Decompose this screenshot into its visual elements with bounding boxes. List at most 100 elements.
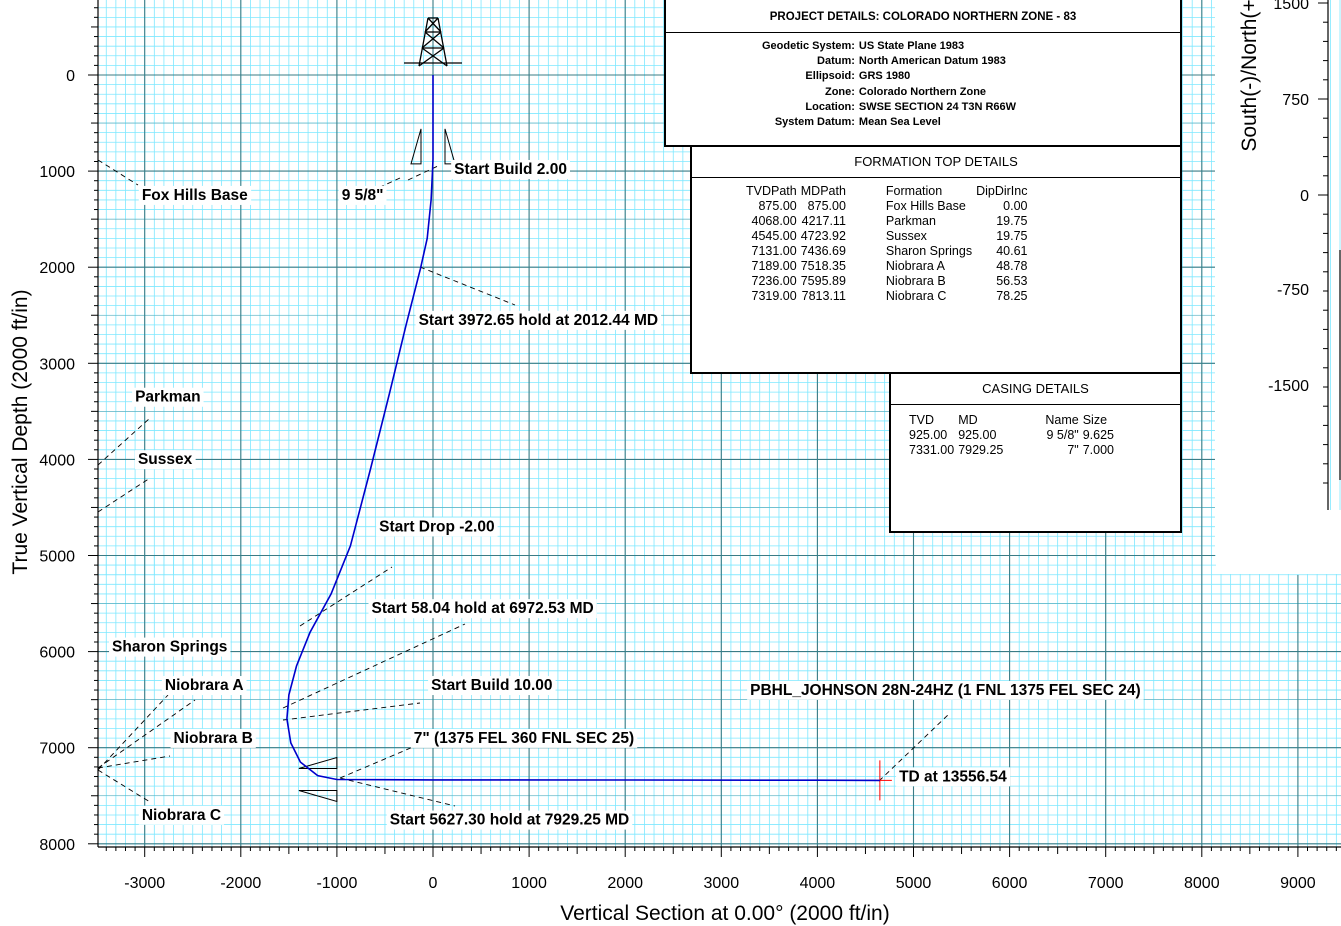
table-row: 7131.00 7436.69 Sharon Springs 40.61 <box>742 244 1028 259</box>
project-detail-row: Geodetic System: US State Plane 1983 <box>762 39 1016 54</box>
annotation-label: 9 5/8" <box>342 187 384 204</box>
table-header-cell: Name <box>1045 413 1079 427</box>
leader-line <box>878 712 951 782</box>
table-row: 7319.00 7813.11 Niobrara C 78.25 <box>742 289 1028 304</box>
leader-line <box>97 699 196 769</box>
annotation-label-bg <box>410 728 638 748</box>
formation-top-details-title: FORMATION TOP DETAILS <box>692 147 1180 178</box>
annotation-label: Niobrara A <box>165 677 244 694</box>
leader-line <box>339 743 421 779</box>
annotations: Start Build 2.00 9 5/8" Fox Hills Base Star… <box>109 159 1144 830</box>
table-row: 7331.00 7929.25 7" 7.000 <box>905 443 1114 458</box>
table-cell: Sharon Springs <box>885 244 973 258</box>
annotation-label: Fox Hills Base <box>142 187 248 204</box>
project-detail-label: Zone: <box>824 85 855 98</box>
annotation-label-bg <box>368 599 597 619</box>
annotation-label: Niobrara B <box>174 730 253 747</box>
leader-line <box>282 702 421 721</box>
leader-line <box>419 266 516 306</box>
y-tick-label: 2000 <box>39 260 75 277</box>
x-tick-label: 9000 <box>1280 875 1316 892</box>
annotation-label: Niobrara C <box>142 807 221 824</box>
project-detail-value: SWSE SECTION 24 T3N R66W <box>858 100 1017 113</box>
project-detail-value: Colorado Northern Zone <box>858 85 987 98</box>
annotation-label-bg <box>138 805 225 825</box>
project-detail-value: US State Plane 1983 <box>858 40 965 52</box>
x-tick-label: -3000 <box>124 875 165 892</box>
casing-shoe-icon <box>298 790 338 803</box>
table-cell: 7.000 <box>1082 443 1114 457</box>
y-tick-label: 8000 <box>39 837 75 854</box>
table-header-cell: TVDPath <box>746 184 797 198</box>
x-tick-label: 3000 <box>704 875 740 892</box>
table-header-cell: Formation <box>885 184 943 198</box>
project-detail-value: North American Datum 1983 <box>858 55 1006 68</box>
table-cell: 0.00 <box>1003 199 1028 213</box>
annotation-leaders <box>97 159 951 807</box>
inset-y-tick-label: 750 <box>1282 92 1309 109</box>
project-detail-label: System Datum: <box>774 116 855 129</box>
table-cell: 875.00 <box>758 199 797 213</box>
leader-line <box>299 566 393 627</box>
well-path <box>286 75 880 782</box>
annotation-label-bg <box>170 728 256 748</box>
table-cell: 7813.11 <box>801 289 846 303</box>
y-axis-label: True Vertical Depth (2000 ft/in) <box>9 289 32 574</box>
table-cell: 78.25 <box>996 289 1028 303</box>
table-cell: Sussex <box>885 229 927 243</box>
annotation-label: Parkman <box>135 389 200 406</box>
table-cell: 19.75 <box>996 229 1028 243</box>
rig-derrick-icon <box>404 17 462 67</box>
leader-line <box>97 477 151 513</box>
x-tick-label: 2000 <box>607 875 643 892</box>
project-detail-row: Zone: Colorado Northern Zone <box>762 85 1016 100</box>
x-tick-label: 0 <box>429 875 438 892</box>
table-cell: 7595.89 <box>800 274 846 288</box>
table-cell: 7236.00 <box>751 274 797 288</box>
table-row: 4545.00 4723.92 Sussex 19.75 <box>742 229 1028 244</box>
x-tick-label: 4000 <box>800 875 836 892</box>
annotation-label-bg <box>134 450 196 470</box>
inset-background <box>1216 0 1341 574</box>
project-details-title: PROJECT DETAILS: COLORADO NORTHERN ZONE … <box>666 0 1180 33</box>
annotation-label-bg <box>138 185 252 205</box>
leader-line <box>97 417 151 466</box>
derrick-strut <box>418 17 429 67</box>
table-header-cell: Size <box>1082 413 1108 427</box>
annotation-label: TD at 13556.54 <box>899 768 1007 785</box>
project-detail-row: System Datum: Mean Sea Level <box>762 115 1016 130</box>
project-detail-value: GRS 1980 <box>858 70 911 83</box>
table-cell: 40.61 <box>996 244 1028 258</box>
casing-shoe-icon <box>410 128 422 165</box>
table-cell: Parkman <box>885 214 936 228</box>
annotation-label-bg <box>109 637 231 657</box>
inset-y-tick-label: -1500 <box>1268 378 1309 395</box>
project-detail-row: Datum: North American Datum 1983 <box>762 54 1016 69</box>
table-cell: 7" <box>1067 443 1079 457</box>
leader-line <box>339 777 456 807</box>
annotation-label-bg <box>747 680 1144 700</box>
table-cell: 48.78 <box>996 259 1028 273</box>
casing-details-title: CASING DETAILS <box>891 374 1180 405</box>
plot-axes: -3000 -2000 -1000 0 1000 2000 3000 4000 5000 6000… <box>39 0 1341 892</box>
leader-line <box>282 623 466 709</box>
table-cell: 4068.00 <box>751 214 797 228</box>
inset-y-tick-label: 1500 <box>1273 0 1309 13</box>
annotation-label-bg <box>386 810 633 830</box>
annotation-label: Sussex <box>138 451 193 468</box>
table-cell: 4723.92 <box>800 229 846 243</box>
table-cell: 4545.00 <box>751 229 797 243</box>
casing-details-panel: CASING DETAILS TVD MD Name Size 925.00 925.00… <box>889 372 1182 533</box>
table-cell: Niobrara A <box>885 259 945 273</box>
table-row: 7236.00 7595.89 Niobrara B 56.53 <box>742 274 1028 289</box>
table-cell: 925.00 <box>909 428 948 442</box>
derrick-strut <box>437 17 448 67</box>
table-cell: 4217.11 <box>801 214 846 228</box>
table-row: 4068.00 4217.11 Parkman 19.75 <box>742 214 1028 229</box>
x-axis-label: Vertical Section at 0.00° (2000 ft/in) <box>560 902 889 925</box>
table-cell: Niobrara B <box>885 274 946 288</box>
project-detail-label: Ellipsoid: <box>805 70 855 83</box>
annotation-label: Start Build 2.00 <box>454 161 567 178</box>
table-cell: 7131.00 <box>751 244 797 258</box>
derrick-strut <box>424 31 445 49</box>
